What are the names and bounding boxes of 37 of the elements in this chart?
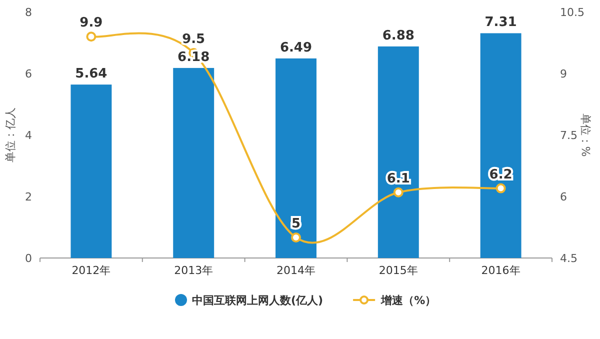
y2-tick-label: 7.5: [560, 129, 578, 142]
data-label: 9.9: [80, 16, 103, 31]
y-tick-label: 2: [25, 190, 32, 204]
y2-axis-title: 单位：%: [579, 113, 592, 157]
y2-tick-label: 9: [560, 68, 567, 80]
x-tick-label: 2013年: [174, 264, 214, 277]
point: [496, 183, 506, 194]
bar: [70, 84, 112, 258]
legend-label: 增速（%）: [380, 294, 436, 307]
data-label: 7.31: [484, 15, 517, 30]
x-tick-label: 2016年: [481, 264, 520, 277]
data-label: 6.49: [280, 40, 312, 56]
y-axis-title: 单位：亿人: [4, 108, 17, 162]
y-tick-label: 4: [25, 129, 32, 142]
x-tick-label: 2014年: [276, 264, 316, 277]
bar: [173, 68, 214, 258]
data-label: 6.1: [386, 171, 410, 186]
data-label: 5.64: [75, 66, 108, 82]
y-tick-label: 0: [25, 252, 32, 265]
data-label: 6.88: [382, 28, 414, 44]
y-tick-label: 6: [25, 68, 32, 80]
bar: [480, 33, 522, 258]
bar: [276, 58, 316, 258]
bar: [378, 46, 419, 258]
data-label: 9.5: [182, 32, 206, 47]
legend-label: 中国互联网上网人数(亿人): [192, 294, 324, 307]
y2-tick-label: 6: [560, 190, 567, 204]
data-label: 6.2: [489, 167, 512, 182]
x-tick-label: 2015年: [378, 264, 418, 277]
data-label: 5: [291, 216, 301, 232]
y2-tick-label: 4.5: [560, 252, 578, 265]
x-tick-label: 2012年: [72, 264, 111, 277]
y-tick-label: 8: [25, 6, 32, 19]
point: [86, 32, 96, 42]
y2-tick-label: 10.5: [560, 6, 584, 19]
point: [291, 232, 301, 242]
point: [393, 187, 404, 198]
